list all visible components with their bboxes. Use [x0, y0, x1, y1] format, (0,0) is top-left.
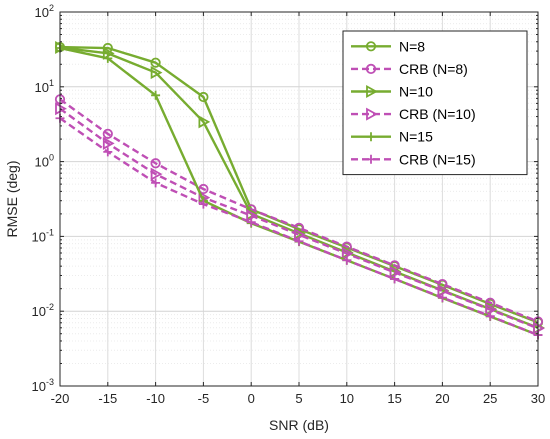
x-tick-label: -10 [146, 391, 165, 406]
data-point [342, 255, 352, 265]
y-tick-label: 10-1 [32, 227, 54, 244]
legend-item-n-10: N=10 [351, 84, 433, 100]
x-tick-label: 15 [387, 391, 401, 406]
y-tick-label: 101 [35, 78, 54, 95]
legend-marker [366, 154, 376, 164]
series-line [59, 98, 539, 323]
legend-label: CRB (N=10) [399, 106, 476, 122]
legend-box [342, 30, 528, 176]
x-tick-label: 0 [248, 391, 255, 406]
legend-item-crb-n-10: CRB (N=10) [351, 106, 476, 122]
data-point [485, 311, 495, 321]
y-axis-label: RMSE (deg) [4, 160, 20, 237]
legend: N=8 CRB (N=8) N=10 CRB (N=10) N=15 CRB (N=15) [342, 30, 528, 176]
series-layer [54, 40, 545, 340]
data-point [198, 199, 208, 209]
x-tick-label: -15 [98, 391, 117, 406]
x-tick-label: -20 [51, 391, 70, 406]
y-tick-label: 10-3 [32, 377, 54, 394]
legend-item-crb-n-8: CRB (N=8) [351, 61, 468, 77]
x-tick-label: -5 [198, 391, 210, 406]
data-point [151, 178, 161, 188]
axis-ticks [59, 11, 539, 387]
data-point [150, 66, 163, 80]
legend-label: N=15 [399, 129, 433, 145]
legend-item-n-15: N=15 [351, 129, 433, 145]
data-point [390, 274, 400, 284]
data-point [294, 236, 304, 246]
data-point [150, 167, 163, 181]
data-point [150, 158, 161, 169]
x-tick-label: 10 [340, 391, 354, 406]
data-point [150, 57, 161, 68]
legend-marker [365, 41, 377, 52]
y-tick-label: 102 [35, 3, 54, 20]
data-point [437, 293, 447, 303]
x-tick-labels: -20 -15 -10 -5 0 5 10 15 20 25 30 [51, 391, 546, 406]
legend-marker [365, 63, 377, 75]
data-point [102, 128, 113, 139]
legend-item-crb-n-15: CRB (N=15) [351, 151, 476, 167]
legend-marker [366, 84, 378, 99]
y-tick-label: 10-2 [32, 302, 54, 319]
legend-label: N=10 [399, 84, 433, 100]
x-axis-label: SNR (dB) [269, 417, 329, 433]
y-tick-labels: 10-3 10-2 10-1 100 101 102 [32, 3, 54, 394]
data-point [198, 115, 211, 129]
x-tick-label: 25 [483, 391, 497, 406]
legend-marker [366, 107, 378, 121]
legend-label: CRB (N=15) [399, 151, 476, 167]
data-point [198, 91, 209, 103]
legend-label: N=8 [399, 38, 425, 54]
legend-marker [366, 132, 376, 142]
data-point [246, 217, 256, 227]
x-tick-label: 30 [531, 391, 545, 406]
x-tick-label: 5 [295, 391, 302, 406]
series-line [59, 107, 539, 330]
y-tick-label: 100 [35, 153, 54, 170]
legend-item-n-8: N=8 [351, 38, 425, 54]
legend-label: CRB (N=8) [399, 61, 468, 77]
data-point [103, 147, 113, 157]
data-point [102, 136, 115, 150]
data-point [151, 90, 161, 100]
data-point [103, 53, 113, 63]
x-tick-label: 20 [435, 391, 449, 406]
